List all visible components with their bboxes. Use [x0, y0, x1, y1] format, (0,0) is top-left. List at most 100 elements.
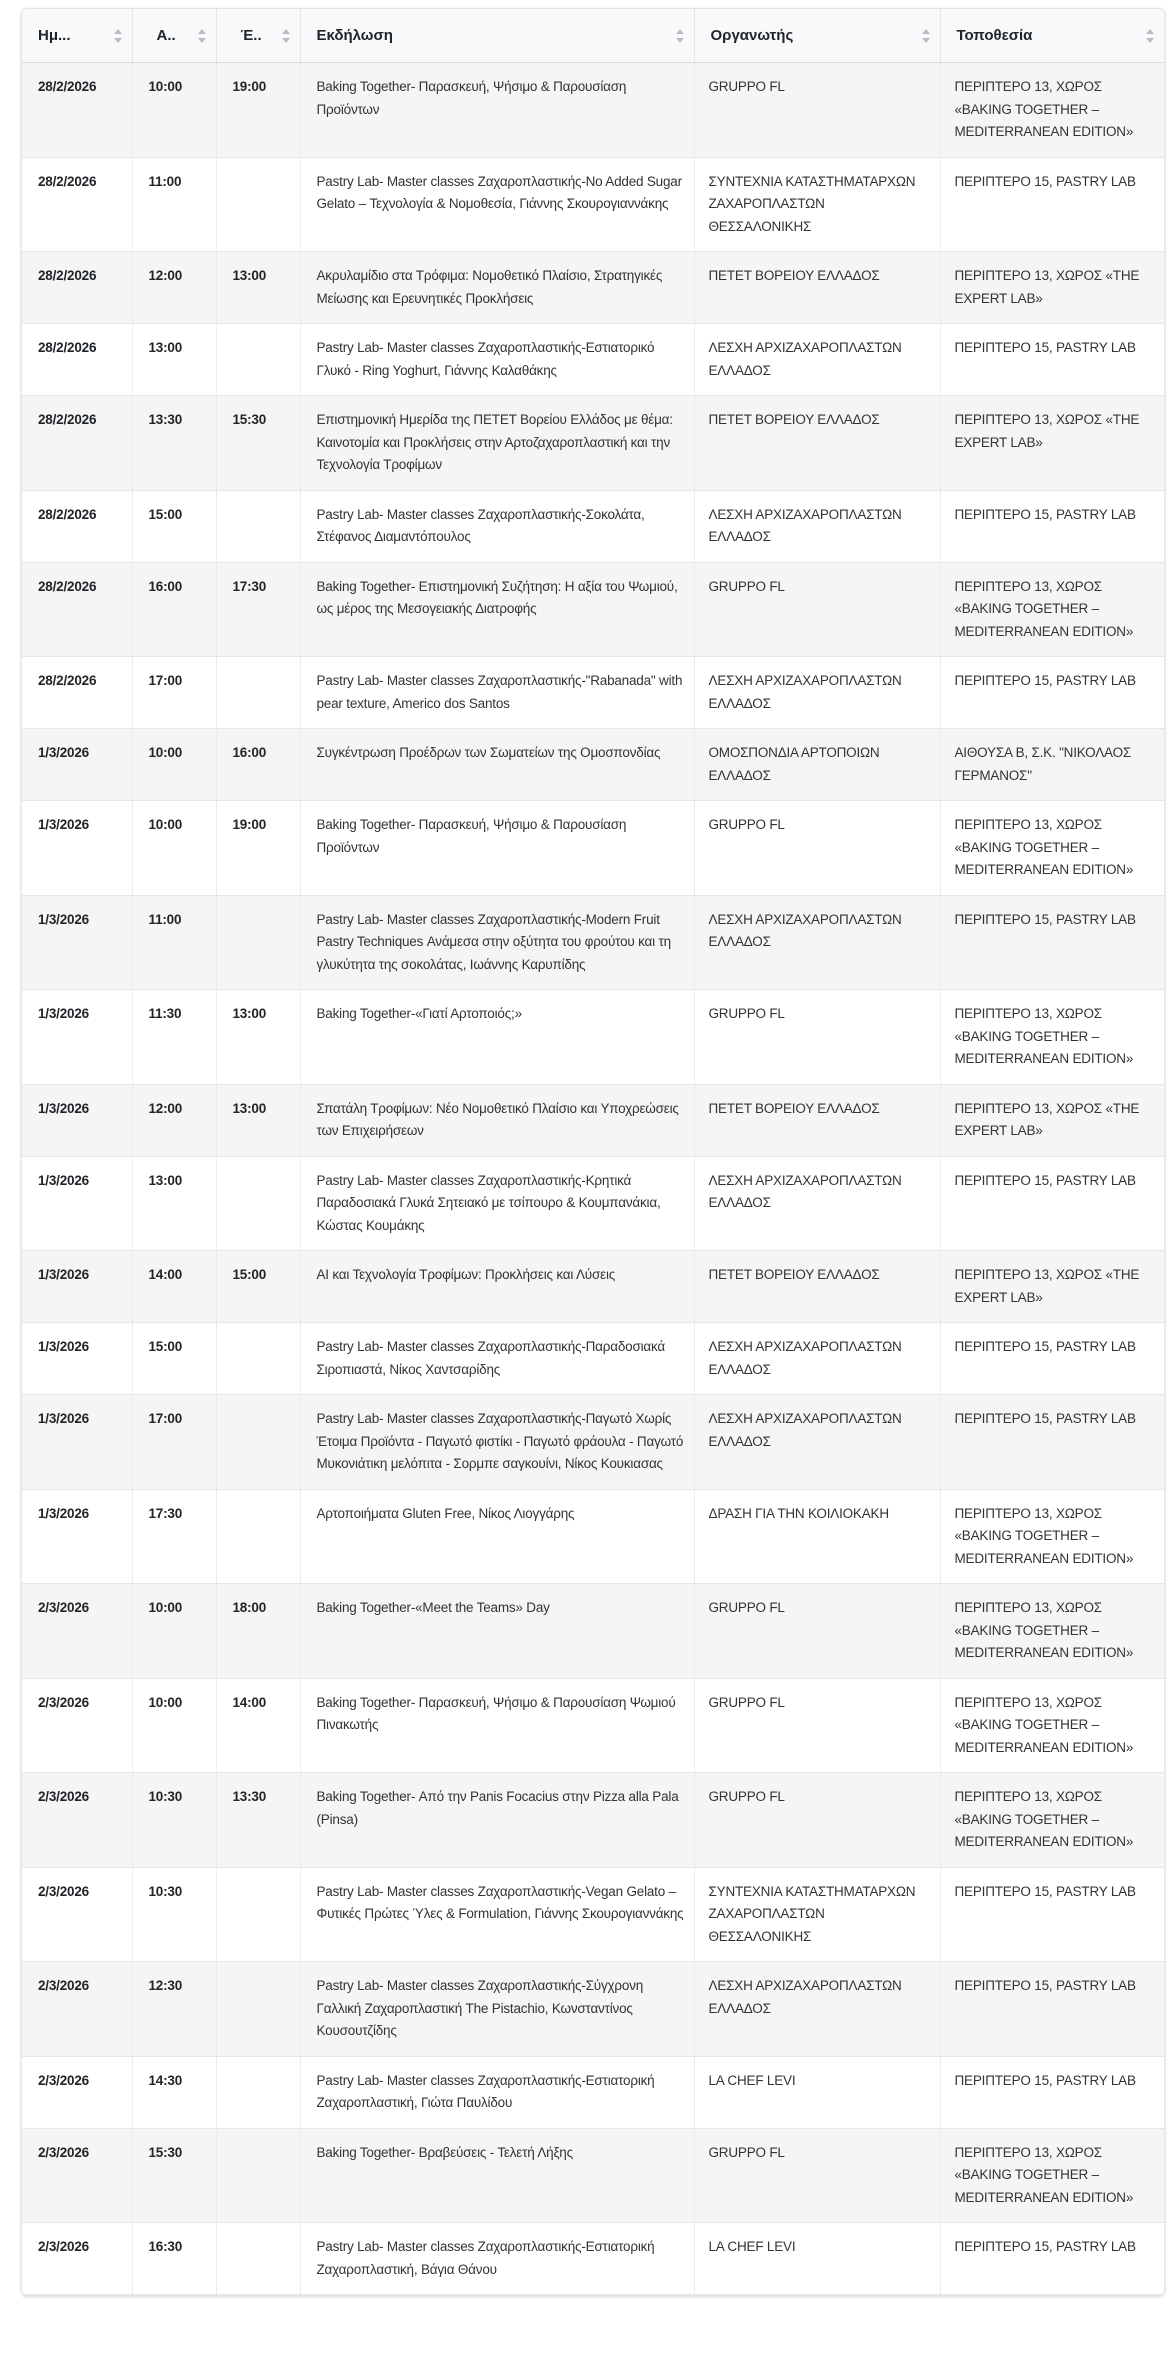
sort-icon	[675, 28, 684, 43]
table-row: 1/3/2026 10:00 19:00 Baking Together- Παρασ…	[22, 800, 1164, 896]
cell-location: ΠΕΡΙΠΤΕΡΟ 15, PASTRY LAB	[940, 1394, 1164, 1490]
cell-organizer: ΛΕΣΧΗ ΑΡΧΙΖΑΧΑΡΟΠΛΑΣΤΩΝ ΕΛΛΑΔΟΣ	[694, 656, 941, 729]
table-row: 2/3/2026 14:30 Pastry Lab- Master classes …	[22, 2056, 1164, 2129]
cell-start: 13:00	[132, 1156, 217, 1251]
sort-icon	[1146, 28, 1154, 43]
cell-organizer: ΛΕΣΧΗ ΑΡΧΙΖΑΧΑΡΟΠΛΑΣΤΩΝ ΕΛΛΑΔΟΣ	[694, 323, 941, 396]
cell-end: 13:00	[216, 251, 301, 324]
cell-location: ΠΕΡΙΠΤΕΡΟ 15, PASTRY LAB	[940, 323, 1164, 396]
cell-event: Pastry Lab- Master classes Ζαχαροπλαστικ…	[300, 323, 695, 396]
table-row: 28/2/2026 16:00 17:30 Baking Together- Επισ…	[22, 562, 1164, 657]
cell-location: ΠΕΡΙΠΤΕΡΟ 15, PASTRY LAB	[940, 2222, 1164, 2295]
cell-organizer: GRUPPO FL	[694, 1583, 941, 1679]
cell-organizer: GRUPPO FL	[694, 1678, 941, 1773]
cell-date: 1/3/2026	[22, 1250, 133, 1323]
cell-end	[216, 323, 301, 396]
cell-location: ΠΕΡΙΠΤΕΡΟ 15, PASTRY LAB	[940, 656, 1164, 729]
column-header-end[interactable]: Έ..	[216, 9, 301, 63]
table-row: 2/3/2026 16:30 Pastry Lab- Master classes …	[22, 2222, 1164, 2295]
cell-event: AI και Τεχνολογία Τροφίμων: Προκλήσεις κ…	[300, 1250, 695, 1323]
table-row: 1/3/2026 11:30 13:00 Baking Together-«Γιατί…	[22, 989, 1164, 1085]
cell-organizer: GRUPPO FL	[694, 1772, 941, 1868]
table-row: 1/3/2026 17:00 Pastry Lab- Master classes …	[22, 1394, 1164, 1490]
cell-event: Pastry Lab- Master classes Ζαχαροπλαστικ…	[300, 1867, 695, 1962]
cell-date: 2/3/2026	[22, 1772, 133, 1868]
table-row: 1/3/2026 11:00 Pastry Lab- Master classes …	[22, 895, 1164, 990]
cell-date: 28/2/2026	[22, 395, 133, 491]
cell-organizer: GRUPPO FL	[694, 62, 941, 158]
column-header-start[interactable]: Α..	[132, 9, 217, 63]
cell-location: ΠΕΡΙΠΤΕΡΟ 13, ΧΩΡΟΣ «BAKING TOGETHER – M…	[940, 62, 1164, 158]
cell-event: Αρτοποιήματα Gluten Free, Νίκος Λιογγάρη…	[300, 1489, 695, 1584]
sort-icon	[113, 28, 122, 43]
cell-location: ΠΕΡΙΠΤΕΡΟ 15, PASTRY LAB	[940, 1156, 1164, 1251]
cell-start: 12:00	[132, 1084, 217, 1157]
cell-organizer: ΠΕΤΕΤ ΒΟΡΕΙΟΥ ΕΛΛΑΔΟΣ	[694, 251, 941, 324]
cell-start: 16:30	[132, 2222, 217, 2295]
cell-date: 2/3/2026	[22, 1583, 133, 1679]
cell-location: ΠΕΡΙΠΤΕΡΟ 15, PASTRY LAB	[940, 2056, 1164, 2129]
cell-start: 10:00	[132, 800, 217, 896]
cell-date: 1/3/2026	[22, 1156, 133, 1251]
cell-date: 2/3/2026	[22, 1961, 133, 2057]
events-table-container: Ημ... Α.. Έ.. Εκδήλωση Οργανωτής Τοποθεσ…	[21, 8, 1165, 2296]
cell-date: 28/2/2026	[22, 251, 133, 324]
cell-organizer: GRUPPO FL	[694, 562, 941, 657]
cell-location: ΠΕΡΙΠΤΕΡΟ 15, PASTRY LAB	[940, 1322, 1164, 1395]
cell-date: 28/2/2026	[22, 62, 133, 158]
cell-location: ΠΕΡΙΠΤΕΡΟ 13, ΧΩΡΟΣ «BAKING TOGETHER – M…	[940, 2128, 1164, 2223]
table-row: 2/3/2026 15:30 Baking Together- Βραβεύσεις…	[22, 2128, 1164, 2223]
cell-start: 11:00	[132, 157, 217, 252]
cell-event: Pastry Lab- Master classes Ζαχαροπλαστικ…	[300, 1322, 695, 1395]
table-row: 2/3/2026 10:30 13:30 Baking Together- Από τ…	[22, 1772, 1164, 1868]
table-row: 28/2/2026 11:00 Pastry Lab- Master classes…	[22, 157, 1164, 252]
cell-date: 1/3/2026	[22, 1394, 133, 1490]
table-row: 28/2/2026 13:00 Pastry Lab- Master classes…	[22, 323, 1164, 396]
table-row: 2/3/2026 10:30 Pastry Lab- Master classes …	[22, 1867, 1164, 1962]
table-row: 2/3/2026 10:00 14:00 Baking Together- Παρασ…	[22, 1678, 1164, 1773]
table-row: 28/2/2026 17:00 Pastry Lab- Master classes…	[22, 656, 1164, 729]
cell-end: 13:30	[216, 1772, 301, 1868]
cell-organizer: ΛΕΣΧΗ ΑΡΧΙΖΑΧΑΡΟΠΛΑΣΤΩΝ ΕΛΛΑΔΟΣ	[694, 1394, 941, 1490]
table-row: 1/3/2026 13:00 Pastry Lab- Master classes …	[22, 1156, 1164, 1251]
table-header-row: Ημ... Α.. Έ.. Εκδήλωση Οργανωτής Τοποθεσ…	[22, 9, 1164, 63]
cell-end	[216, 1489, 301, 1584]
column-header-location[interactable]: Τοποθεσία	[940, 9, 1164, 63]
cell-event: Ακρυλαμίδιο στα Τρόφιμα: Νομοθετικό Πλαί…	[300, 251, 695, 324]
cell-organizer: ΣΥΝΤΕΧΝΙΑ ΚΑΤΑΣΤΗΜΑΤΑΡΧΩΝ ΖΑΧΑΡΟΠΛΑΣΤΩΝ …	[694, 1867, 941, 1962]
cell-end: 19:00	[216, 800, 301, 896]
cell-end: 15:00	[216, 1250, 301, 1323]
cell-date: 1/3/2026	[22, 1322, 133, 1395]
cell-event: Pastry Lab- Master classes Ζαχαροπλαστικ…	[300, 2056, 695, 2129]
cell-end: 15:30	[216, 395, 301, 491]
table-row: 28/2/2026 15:00 Pastry Lab- Master classes…	[22, 490, 1164, 563]
column-header-date[interactable]: Ημ...	[22, 9, 133, 63]
sort-icon	[197, 28, 206, 43]
cell-date: 2/3/2026	[22, 1678, 133, 1773]
cell-end: 14:00	[216, 1678, 301, 1773]
cell-start: 17:00	[132, 656, 217, 729]
cell-event: Baking Together- Παρασκευή, Ψήσιμο & Παρ…	[300, 62, 695, 158]
cell-end	[216, 490, 301, 563]
table-row: 1/3/2026 10:00 16:00 Συγκέντρωση Προέδρων τ…	[22, 728, 1164, 801]
cell-event: Σπατάλη Τροφίμων: Νέο Νομοθετικό Πλαίσιο…	[300, 1084, 695, 1157]
cell-event: Baking Together- Βραβεύσεις - Τελετή Λήξ…	[300, 2128, 695, 2223]
table-row: 28/2/2026 13:30 15:30 Επιστημονική Ημερίδα …	[22, 395, 1164, 491]
cell-event: Baking Together-«Γιατί Αρτοποιός;»	[300, 989, 695, 1085]
cell-start: 12:30	[132, 1961, 217, 2057]
cell-event: Pastry Lab- Master classes Ζαχαροπλαστικ…	[300, 1156, 695, 1251]
cell-organizer: ΛΕΣΧΗ ΑΡΧΙΖΑΧΑΡΟΠΛΑΣΤΩΝ ΕΛΛΑΔΟΣ	[694, 1322, 941, 1395]
cell-date: 2/3/2026	[22, 2222, 133, 2295]
cell-event: Pastry Lab- Master classes Ζαχαροπλαστικ…	[300, 1961, 695, 2057]
cell-event: Pastry Lab- Master classes Ζαχαροπλαστικ…	[300, 895, 695, 990]
column-header-event[interactable]: Εκδήλωση	[300, 9, 695, 63]
cell-event: Συγκέντρωση Προέδρων των Σωματείων της Ο…	[300, 728, 695, 801]
column-header-organizer[interactable]: Οργανωτής	[694, 9, 941, 63]
cell-end: 17:30	[216, 562, 301, 657]
cell-event: Pastry Lab- Master classes Ζαχαροπλαστικ…	[300, 2222, 695, 2295]
cell-location: ΠΕΡΙΠΤΕΡΟ 13, ΧΩΡΟΣ «THE EXPERT LAB»	[940, 1084, 1164, 1157]
cell-end: 13:00	[216, 989, 301, 1085]
sort-icon	[921, 28, 930, 43]
cell-event: Pastry Lab- Master classes Ζαχαροπλαστικ…	[300, 1394, 695, 1490]
cell-location: ΠΕΡΙΠΤΕΡΟ 13, ΧΩΡΟΣ «BAKING TOGETHER – M…	[940, 1489, 1164, 1584]
